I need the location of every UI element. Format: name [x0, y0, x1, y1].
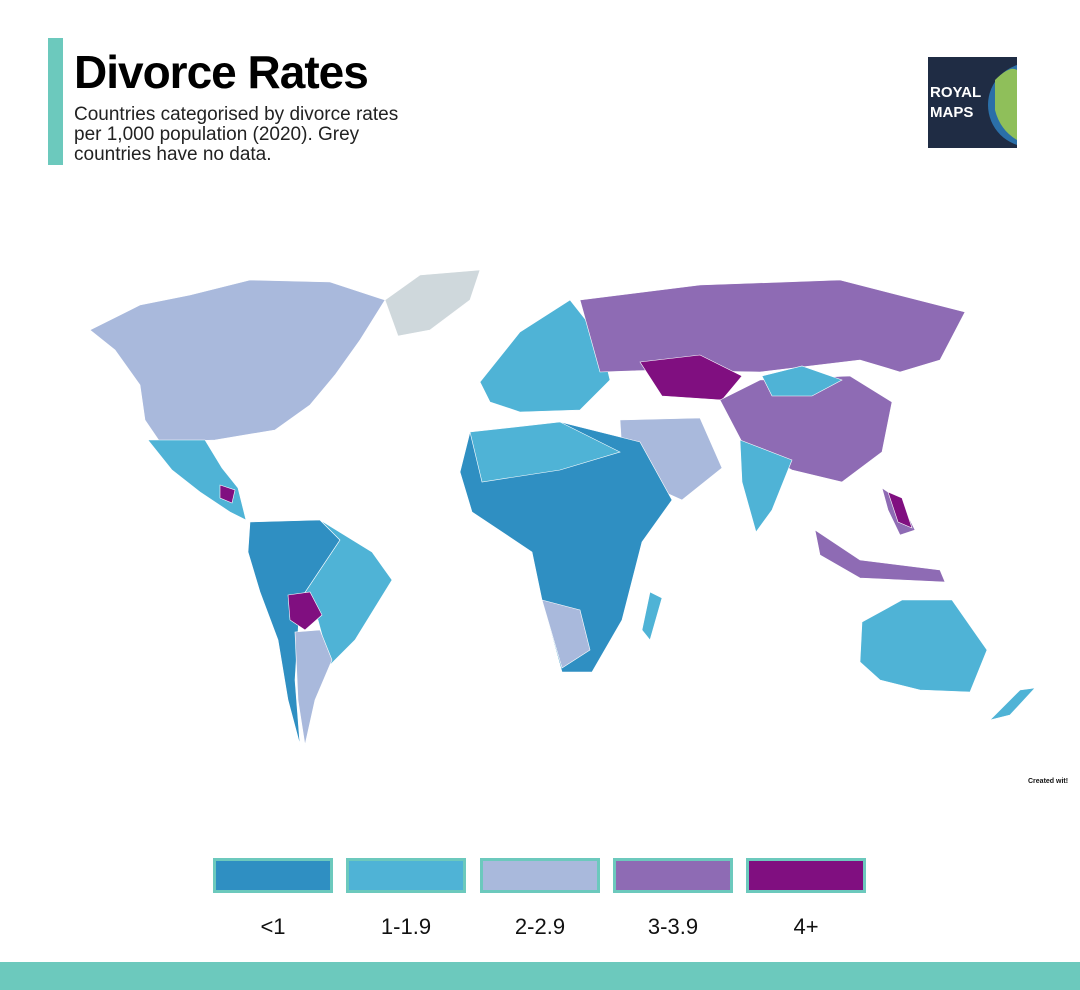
- legend-swatch: [746, 858, 866, 893]
- region: [641, 591, 663, 641]
- credit: Created wit!: [1028, 778, 1068, 785]
- region: [639, 354, 743, 401]
- legend-label: 1-1.9: [381, 914, 431, 939]
- subtitle-line: Countries categorised by divorce rates: [74, 104, 398, 125]
- region: [541, 599, 591, 669]
- legend-label: <1: [260, 914, 285, 939]
- region: [887, 491, 913, 529]
- region: [739, 439, 793, 533]
- world-map: [89, 269, 1036, 746]
- subtitle-line: per 1,000 population (2020). Grey: [74, 124, 360, 145]
- region: [147, 439, 247, 521]
- region: [89, 279, 386, 443]
- legend-swatch: [213, 858, 333, 893]
- accent-bar: [48, 38, 63, 165]
- region: [459, 421, 673, 673]
- region: [814, 529, 946, 583]
- logo: ROYAL MAPS: [928, 57, 1080, 148]
- logo-mask: [1017, 57, 1080, 148]
- logo-text: MAPS: [930, 104, 973, 121]
- region: [579, 279, 966, 373]
- region: [384, 269, 481, 337]
- footer-band: [0, 962, 1080, 990]
- legend-label: 4+: [793, 914, 818, 939]
- region: [469, 421, 621, 483]
- region: [479, 299, 611, 413]
- region: [219, 484, 236, 504]
- title: Divorce Rates: [74, 46, 368, 98]
- legend-label: 2-2.9: [515, 914, 565, 939]
- legend-swatch: [480, 858, 600, 893]
- subtitle-line: countries have no data.: [74, 144, 272, 165]
- legend-swatch: [346, 858, 466, 893]
- legend-swatch: [613, 858, 733, 893]
- logo-land: [995, 68, 1017, 140]
- logo-text: ROYAL: [930, 84, 981, 101]
- region: [294, 629, 333, 746]
- legend-label: 3-3.9: [648, 914, 698, 939]
- legend: <1 1-1.9 2-2.9 3-3.9 4+: [213, 858, 866, 939]
- region: [859, 599, 988, 693]
- region: [287, 591, 323, 631]
- region: [761, 365, 843, 397]
- region: [989, 687, 1036, 721]
